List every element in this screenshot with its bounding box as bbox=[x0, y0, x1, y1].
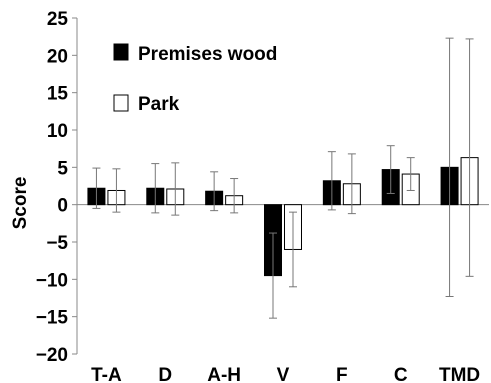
y-tick-label: −10 bbox=[36, 270, 68, 291]
legend-label-park: Park bbox=[138, 94, 180, 115]
legend-swatch-park bbox=[113, 94, 129, 112]
x-category-label: T-A bbox=[91, 365, 122, 383]
y-axis-title: Score bbox=[10, 177, 31, 230]
x-category-label: D bbox=[158, 365, 172, 383]
y-tick-label: −20 bbox=[36, 345, 68, 366]
axes bbox=[72, 17, 489, 355]
y-tick-label: 25 bbox=[47, 9, 69, 30]
legend-swatch-premises-wood bbox=[113, 43, 129, 61]
labels: 25 20 15 10 5 0 −5 −10 −15 −20 T-A D A-H V F C TMD bbox=[36, 9, 480, 383]
y-tick-label: 10 bbox=[47, 121, 68, 142]
bars bbox=[87, 157, 479, 277]
x-category-label: F bbox=[336, 365, 348, 383]
x-category-label: A-H bbox=[207, 365, 241, 383]
y-tick-label: 5 bbox=[57, 158, 68, 179]
y-tick-label: 0 bbox=[57, 196, 68, 217]
legend: Premises wood Park bbox=[113, 43, 277, 115]
x-category-label: C bbox=[394, 365, 408, 383]
y-tick-label: −5 bbox=[46, 233, 68, 254]
error-bars bbox=[92, 37, 474, 319]
y-tick-label: 15 bbox=[47, 84, 69, 105]
y-tick-label: −15 bbox=[36, 308, 69, 329]
y-tick-label: 20 bbox=[47, 46, 68, 67]
x-category-label: TMD bbox=[439, 365, 480, 383]
legend-label-premises-wood: Premises wood bbox=[138, 44, 277, 65]
x-category-label: V bbox=[277, 365, 290, 383]
